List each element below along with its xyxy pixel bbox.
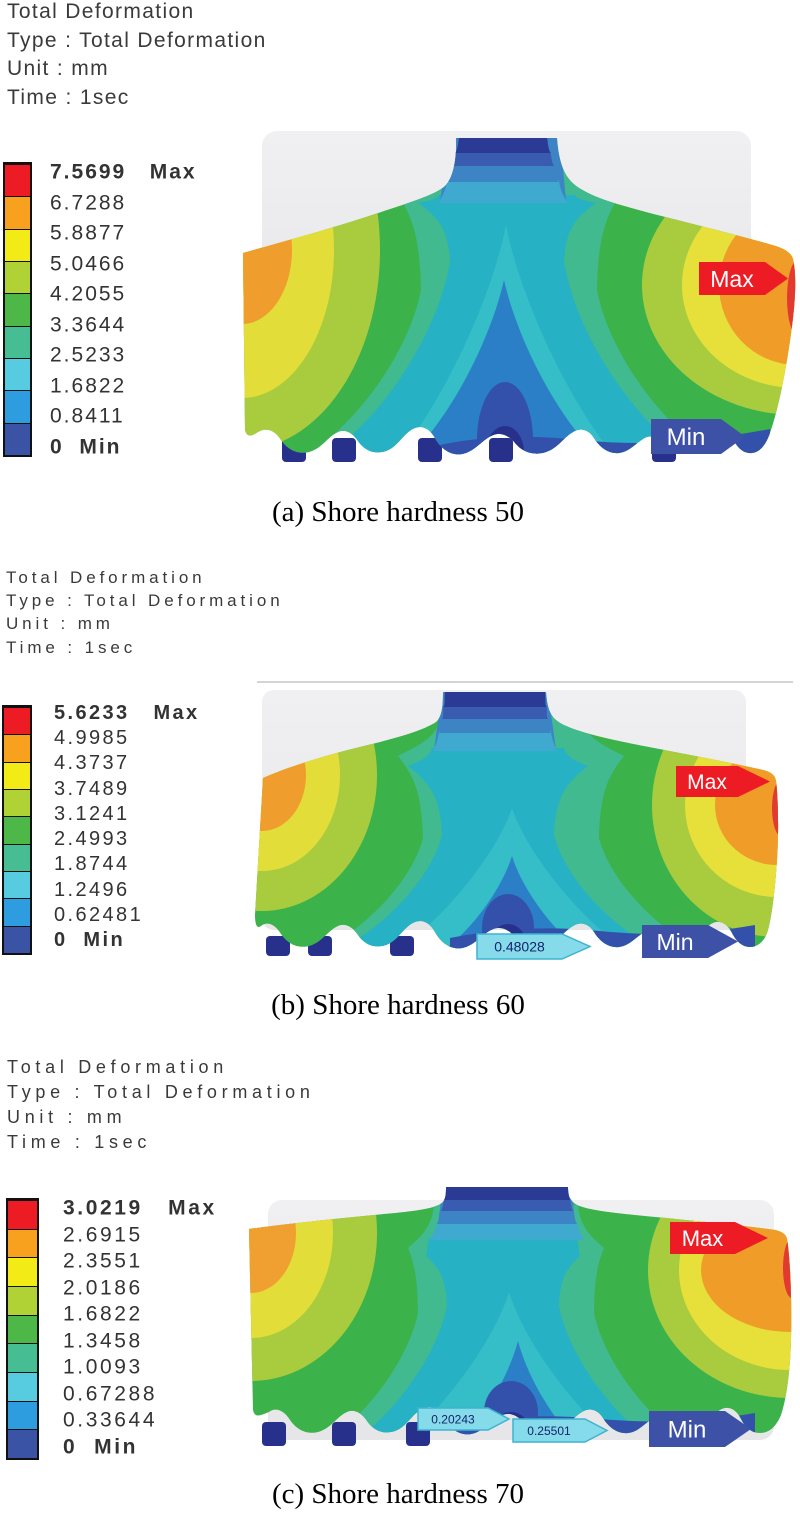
svg-text:Max: Max (710, 266, 754, 292)
svg-text:Max: Max (687, 771, 727, 794)
svg-text:0.20243: 0.20243 (431, 1412, 475, 1426)
svg-text:Min: Min (668, 1417, 707, 1444)
svg-text:Min: Min (667, 424, 706, 451)
svg-text:Min: Min (656, 929, 693, 955)
svg-text:0.48028: 0.48028 (494, 939, 545, 955)
svg-text:0.25501: 0.25501 (527, 1424, 571, 1438)
svg-text:Max: Max (682, 1226, 724, 1251)
